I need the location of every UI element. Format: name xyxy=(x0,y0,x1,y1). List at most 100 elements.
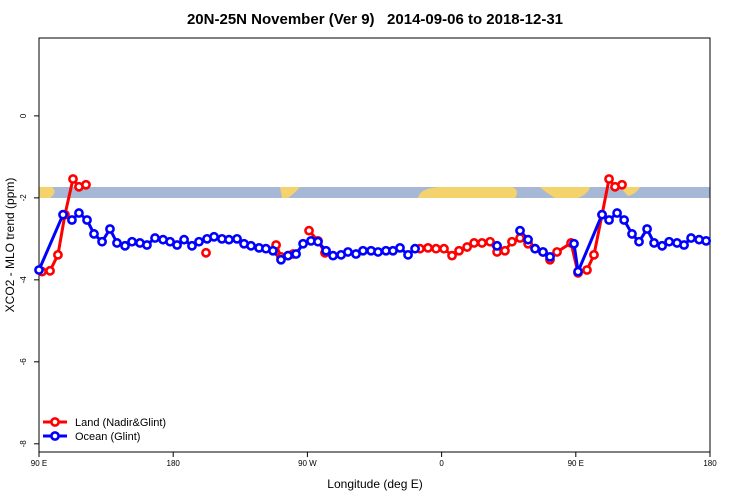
x-tick-label: 90 E xyxy=(568,459,584,468)
data-point xyxy=(679,240,689,250)
data-point xyxy=(209,231,219,242)
data-point xyxy=(67,215,77,225)
y-axis-label: XCO2 - MLO trend (ppm) xyxy=(3,178,17,313)
y-tick-label: -6 xyxy=(19,358,28,366)
data-point xyxy=(34,265,44,275)
data-point xyxy=(634,236,644,247)
x-tick-label: 90 W xyxy=(298,459,317,468)
data-point xyxy=(45,265,55,276)
y-tick-label: 0 xyxy=(19,113,28,118)
data-point xyxy=(701,236,712,246)
data-point xyxy=(268,245,278,256)
data-point xyxy=(120,240,130,251)
data-point xyxy=(373,247,383,257)
x-tick-label: 180 xyxy=(703,459,717,468)
data-point xyxy=(604,174,614,184)
data-point xyxy=(573,266,583,277)
map-strip xyxy=(39,187,710,198)
data-point xyxy=(298,238,308,249)
data-point xyxy=(515,225,525,236)
data-point xyxy=(642,224,652,234)
data-point xyxy=(53,249,63,260)
x-tick-label: 180 xyxy=(167,459,181,468)
data-point xyxy=(454,245,464,256)
legend: Land (Nadir&Glint) Ocean (Glint) xyxy=(43,417,166,443)
data-point xyxy=(112,238,122,248)
data-point xyxy=(179,234,189,245)
x-axis-label: Longitude (deg E) xyxy=(327,477,422,491)
data-point xyxy=(142,240,152,250)
data-point xyxy=(172,240,182,250)
data-point xyxy=(291,249,301,259)
data-point xyxy=(343,247,353,257)
data-point xyxy=(431,243,441,254)
data-point xyxy=(304,225,314,236)
data-point xyxy=(530,243,540,254)
chart-title: 20N-25N November (Ver 9) 2014-09-06 to 2… xyxy=(187,11,563,28)
data-point xyxy=(649,238,659,248)
plot-frame xyxy=(38,37,711,453)
data-point xyxy=(82,215,92,225)
data-point xyxy=(538,247,548,257)
legend-marker xyxy=(50,431,60,441)
data-point xyxy=(150,233,160,243)
data-point xyxy=(492,240,502,251)
data-point xyxy=(477,238,487,248)
data-point xyxy=(68,174,78,184)
y-tick-label: -8 xyxy=(19,440,28,448)
legend-label: Land (Nadir&Glint) xyxy=(75,417,166,429)
legend-marker xyxy=(50,417,60,427)
y-tick-label: -2 xyxy=(19,194,28,202)
data-point xyxy=(597,209,607,220)
data-point xyxy=(447,250,457,261)
y-tick-label: -4 xyxy=(19,276,28,284)
data-point xyxy=(127,236,137,247)
data-point xyxy=(89,229,99,239)
data-point xyxy=(403,249,413,260)
data-point xyxy=(545,251,555,262)
data-point xyxy=(328,250,338,261)
data-point xyxy=(276,254,286,265)
data-point xyxy=(224,234,234,245)
data-point xyxy=(552,247,562,257)
data-point xyxy=(395,242,405,253)
data-point xyxy=(582,265,592,275)
data-point xyxy=(313,236,323,247)
data-point xyxy=(507,236,517,247)
data-point xyxy=(187,240,197,251)
data-point xyxy=(321,245,331,256)
data-point xyxy=(423,242,433,253)
data-point xyxy=(469,238,480,248)
data-point xyxy=(410,243,420,254)
data-point xyxy=(283,250,293,261)
legend-label: Ocean (Glint) xyxy=(75,431,140,443)
data-point xyxy=(627,229,637,239)
data-point xyxy=(74,208,84,218)
data-point xyxy=(569,238,579,249)
data-point xyxy=(194,236,204,247)
data-point xyxy=(246,240,256,251)
data-point xyxy=(523,234,533,245)
data-point xyxy=(617,179,627,190)
data-point xyxy=(604,215,614,225)
data-point xyxy=(358,245,368,256)
x-tick-label: 0 xyxy=(439,459,444,468)
data-point xyxy=(664,236,675,247)
data-point xyxy=(232,233,242,244)
data-point xyxy=(439,243,449,254)
data-point xyxy=(657,240,668,251)
data-point xyxy=(485,236,495,247)
data-point xyxy=(612,208,623,218)
data-point xyxy=(105,224,115,234)
data-point xyxy=(58,209,68,220)
data-point xyxy=(462,242,472,252)
data-point xyxy=(500,245,510,256)
data-point xyxy=(201,247,211,258)
x-tick-label: 90 E xyxy=(31,459,47,468)
data-point xyxy=(589,249,599,260)
data-point xyxy=(686,233,696,243)
data-point xyxy=(619,215,630,225)
data-point xyxy=(81,179,91,190)
data-point xyxy=(97,236,107,247)
